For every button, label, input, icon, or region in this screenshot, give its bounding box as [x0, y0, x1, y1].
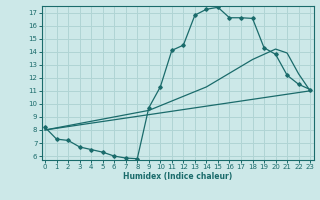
X-axis label: Humidex (Indice chaleur): Humidex (Indice chaleur)	[123, 172, 232, 181]
